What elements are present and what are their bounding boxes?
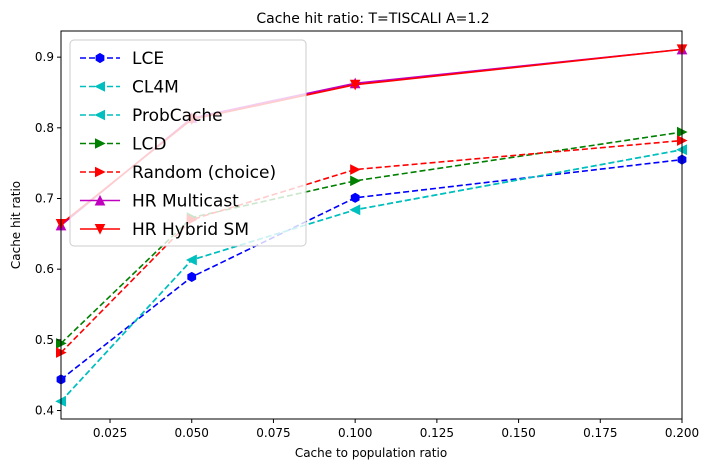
- legend-marker: [94, 194, 106, 206]
- y-tick-label: 0.8: [35, 121, 54, 135]
- legend-label: LCE: [132, 49, 164, 69]
- legend-box: [69, 39, 307, 247]
- legend-item: HR Multicast: [80, 192, 239, 212]
- data-point: [350, 175, 361, 187]
- y-tick-label: 0.5: [35, 333, 54, 347]
- legend-item: LCE: [80, 49, 164, 69]
- legend-marker: [94, 224, 106, 235]
- legend-item: Random (choice): [80, 163, 276, 183]
- legend-item: CL4M: [80, 78, 179, 98]
- legend-label: HR Hybrid SM: [132, 220, 249, 240]
- legend: LCE CL4M ProbCache LCD Random (choice) HR Mul…: [69, 39, 307, 247]
- x-tick-label: 0.075: [256, 426, 290, 440]
- legend-item: LCD: [80, 135, 166, 155]
- legend-item: ProbCache: [80, 106, 223, 126]
- legend-label: CL4M: [132, 78, 179, 98]
- plot-frame: [60, 30, 683, 420]
- legend-label: HR Multicast: [132, 192, 239, 212]
- data-point: [350, 192, 360, 203]
- legend-marker: [95, 52, 105, 64]
- legend-item: HR Hybrid SM: [80, 220, 249, 240]
- legend-marker: [94, 109, 105, 121]
- y-tick-label: 0.9: [35, 50, 54, 64]
- x-tick-label: 0.175: [583, 426, 617, 440]
- x-tick-label: 0.100: [338, 426, 372, 440]
- y-tick-label: 0.4: [35, 404, 54, 418]
- data-point: [187, 271, 197, 283]
- legend-label: Random (choice): [132, 163, 276, 183]
- legend-marker: [95, 166, 106, 178]
- data-point: [349, 79, 361, 91]
- y-tick-label: 0.6: [35, 262, 54, 276]
- y-axis-title: Cache hit ratio: [9, 181, 23, 269]
- x-tick-label: 0.150: [501, 426, 535, 440]
- legend-marker: [94, 81, 105, 92]
- x-tick-label: 0.050: [175, 426, 209, 440]
- data-point: [186, 254, 197, 266]
- x-axis-title: Cache to population ratio: [295, 446, 447, 460]
- data-point: [349, 204, 361, 216]
- legend-marker: [95, 138, 106, 149]
- x-tick-label: 0.200: [665, 426, 699, 440]
- data-point: [350, 164, 361, 175]
- x-tick-label: 0.025: [93, 426, 127, 440]
- chart-title: Cache hit ratio: T=TISCALI A=1.2: [256, 11, 489, 27]
- x-tick-label: 0.125: [420, 426, 454, 440]
- legend-label: ProbCache: [132, 106, 223, 126]
- legend-label: LCD: [132, 135, 166, 155]
- axes: 0.025 0.050 0.075 0.100 0.125 0.150 0.175 0.200…: [35, 50, 699, 440]
- y-tick-label: 0.7: [35, 191, 54, 205]
